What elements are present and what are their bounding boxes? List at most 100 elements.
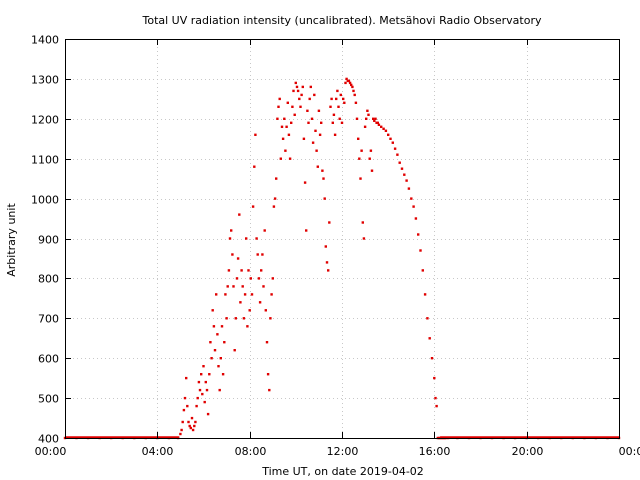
data-point: [330, 97, 333, 101]
data-point: [290, 121, 293, 124]
data-point: [180, 428, 183, 432]
data-point: [324, 245, 327, 248]
data-point: [363, 125, 367, 128]
data-point: [336, 89, 339, 93]
data-point: [398, 161, 401, 164]
data-point: [344, 81, 347, 85]
data-point: [360, 149, 363, 152]
data-point: [287, 133, 291, 136]
data-point: [263, 229, 266, 232]
axis-ticks: 400 500 600 700 800 900 1000 1100 1200 1300 1400 00…: [31, 34, 640, 459]
y-tick-label: 700: [38, 313, 59, 326]
data-point: [240, 269, 243, 272]
data-point: [339, 93, 342, 97]
data-point: [271, 277, 274, 280]
data-point: [230, 229, 233, 232]
data-point: [370, 169, 374, 172]
data-point: [272, 205, 276, 208]
data-point: [265, 341, 269, 344]
data-point: [278, 97, 281, 101]
data-point: [306, 109, 309, 112]
data-point: [361, 221, 364, 224]
data-point: [268, 388, 271, 392]
data-point: [380, 125, 383, 128]
data-point: [316, 165, 319, 168]
data-point: [315, 149, 318, 152]
data-point: [181, 420, 184, 424]
data-point: [190, 416, 194, 420]
data-point: [216, 333, 219, 336]
data-point: [318, 133, 322, 136]
data-point: [373, 119, 376, 122]
data-point: [369, 149, 373, 152]
y-axis-label: Arbitrary unit: [5, 203, 18, 277]
data-point: [302, 137, 306, 140]
data-point: [279, 157, 282, 160]
data-point: [264, 309, 267, 312]
data-point: [298, 97, 301, 101]
data-point: [275, 177, 278, 180]
y-tick-label: 1400: [31, 34, 59, 47]
data-point: [269, 317, 272, 320]
data-point: [299, 105, 302, 108]
data-point: [423, 293, 427, 296]
data-point: [232, 285, 235, 288]
data-point: [273, 197, 277, 200]
x-tick-label: 16:00: [419, 445, 451, 458]
data-point: [221, 373, 225, 376]
y-tick-label: 1300: [31, 74, 59, 87]
data-point: [345, 77, 348, 81]
data-point: [241, 285, 244, 288]
data-point: [414, 217, 418, 220]
data-point: [200, 373, 203, 376]
data-point: [327, 269, 330, 272]
data-point: [245, 237, 248, 240]
data-point: [198, 388, 202, 392]
data-point: [194, 420, 197, 424]
data-point: [183, 396, 187, 400]
data-point: [226, 285, 229, 288]
y-tick-label: 1200: [31, 114, 59, 127]
data-point: [329, 105, 332, 108]
data-point: [253, 165, 256, 168]
data-point: [323, 197, 326, 200]
data-point: [325, 261, 329, 264]
data-point: [368, 157, 371, 160]
chart-title: Total UV radiation intensity (uncalibrat…: [142, 14, 542, 27]
data-point: [209, 341, 212, 344]
data-point: [343, 101, 346, 104]
data-point: [186, 404, 189, 408]
data-point: [248, 309, 251, 312]
data-point: [285, 125, 288, 128]
data-point: [294, 81, 297, 85]
data-point: [342, 97, 345, 101]
x-tick-label: 04:00: [142, 445, 174, 458]
data-point: [228, 237, 232, 240]
y-tick-label: 500: [38, 393, 59, 406]
data-point: [417, 233, 420, 236]
data-point: [372, 117, 375, 120]
data-point: [195, 404, 198, 408]
data-point: [333, 133, 337, 136]
data-point: [434, 396, 437, 400]
data-point: [197, 380, 201, 384]
data-point: [374, 117, 377, 120]
data-point: [254, 133, 257, 136]
data-point: [238, 213, 241, 216]
data-point: [284, 149, 287, 152]
data-point: [403, 173, 406, 176]
data-point: [353, 93, 356, 97]
data-point: [317, 109, 321, 112]
data-point: [400, 167, 404, 170]
data-point: [213, 349, 217, 352]
data-point: [377, 123, 381, 126]
data-point: [332, 113, 336, 116]
data-point: [387, 133, 390, 136]
data-point: [428, 337, 431, 340]
data-point: [212, 325, 216, 328]
x-tick-label: 20:00: [512, 445, 544, 458]
data-point: [220, 325, 224, 328]
data-point: [219, 357, 222, 360]
y-tick-label: 1000: [31, 194, 59, 207]
